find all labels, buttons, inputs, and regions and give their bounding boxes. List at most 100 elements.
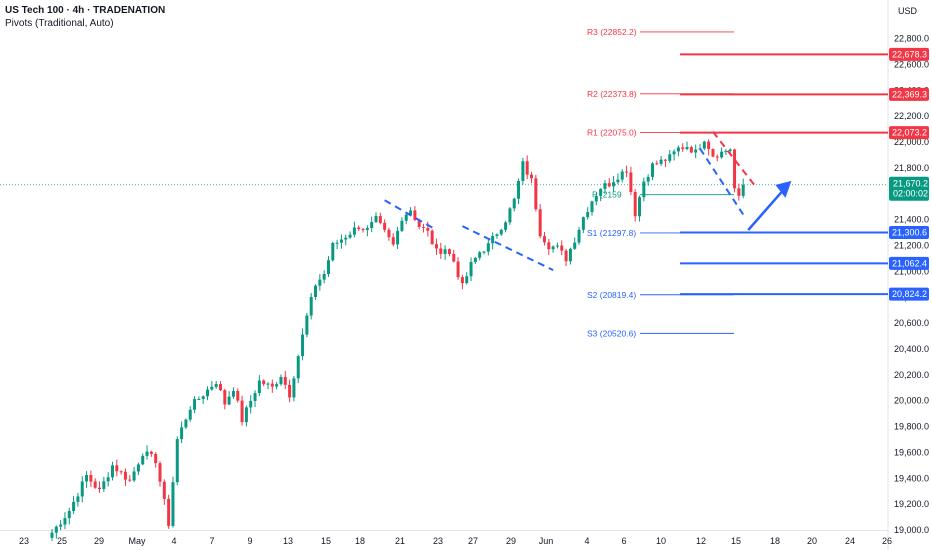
candle-body <box>422 226 426 228</box>
candle-body <box>711 149 715 157</box>
candle-body <box>374 216 378 223</box>
candle-body <box>180 427 184 440</box>
candle-body <box>184 419 188 428</box>
y-tick-label: 21,200.0 <box>894 241 929 251</box>
y-tick-label: 20,600.0 <box>894 318 929 328</box>
candle-body <box>676 147 680 152</box>
candle-body <box>547 242 551 250</box>
candle-body <box>469 262 473 277</box>
y-tick-label: 19,800.0 <box>894 422 929 432</box>
candle-body <box>305 315 309 335</box>
candle-body <box>439 248 443 254</box>
pivot-label-r3: R3 (22852.2) <box>587 27 637 37</box>
x-tick-label: Jun <box>539 536 554 546</box>
x-tick-label: 29 <box>94 536 104 546</box>
candle-body <box>659 159 663 164</box>
key-level-tag <box>889 226 929 240</box>
candle-body <box>443 249 447 254</box>
key-level-tag <box>889 256 929 270</box>
candle-body <box>262 380 266 385</box>
candle-body <box>733 149 737 189</box>
candle-body <box>270 383 274 387</box>
x-tick-label: 18 <box>770 536 780 546</box>
projection-arrow-shaft[interactable] <box>747 189 785 231</box>
pivot-label-p: P (2159 <box>592 190 622 200</box>
y-tick-label: 22,200.0 <box>894 111 929 121</box>
candle-body <box>560 245 564 251</box>
candle-body <box>564 250 568 262</box>
indicator-label: Pivots (Traditional, Auto) <box>5 18 114 29</box>
candle-body <box>413 210 417 220</box>
candle-body <box>417 219 421 227</box>
y-tick-label: 22,000.0 <box>894 137 929 147</box>
candle-body <box>672 151 676 155</box>
candle-body <box>80 481 84 497</box>
y-tick-label: 19,600.0 <box>894 447 929 457</box>
candle-body <box>301 334 305 357</box>
candle-body <box>525 161 529 175</box>
candle-body <box>128 479 132 481</box>
candle-body <box>538 209 542 237</box>
candle-body <box>167 498 171 526</box>
y-tick-label: 20,000.0 <box>894 396 929 406</box>
candle-body <box>620 171 624 180</box>
y-tick-label: 19,200.0 <box>894 499 929 509</box>
candle-body <box>132 471 136 481</box>
x-tick-label: 24 <box>845 536 855 546</box>
candle-body <box>244 407 248 423</box>
y-tick-label: 21,400.0 <box>894 215 929 225</box>
candle-body <box>344 237 348 240</box>
candle-body <box>318 279 322 286</box>
candle-body <box>512 198 516 209</box>
key-level-tag <box>889 126 929 140</box>
countdown-text: 02:00:02 <box>893 189 928 199</box>
candle-body <box>283 376 287 385</box>
x-tick-label: 20 <box>807 536 817 546</box>
candle-body <box>322 274 326 280</box>
candle-body <box>145 451 149 456</box>
key-level-tag <box>889 287 929 301</box>
x-tick-label: 15 <box>731 536 741 546</box>
candle-body <box>89 475 93 482</box>
last-price-text: 21,670.2 <box>893 179 928 189</box>
pivot-label-s2: S2 (20819.4) <box>587 290 636 300</box>
candle-body <box>568 248 572 262</box>
candle-body <box>214 383 218 387</box>
key-level-tag <box>889 87 929 101</box>
trendline-falling-channel-lower[interactable] <box>461 225 554 272</box>
candle-body <box>50 532 54 538</box>
x-tick-label: 23 <box>433 536 443 546</box>
x-tick-label: 25 <box>57 536 67 546</box>
candle-body <box>404 214 408 221</box>
key-level-tag-text: 21,062.4 <box>892 258 927 268</box>
candle-body <box>331 242 335 261</box>
candle-body <box>54 526 58 533</box>
trendline-flag-lower[interactable] <box>699 148 745 216</box>
candle-body <box>339 239 343 243</box>
candle-body <box>206 389 210 397</box>
chart-title: US Tech 100 · 4h · TRADENATION <box>5 5 166 16</box>
x-tick-label: May <box>128 536 146 546</box>
candle-body <box>98 487 102 490</box>
trendline-falling-channel-upper[interactable] <box>384 199 437 231</box>
candle-body <box>642 181 646 198</box>
candle-body <box>391 237 395 245</box>
candle-body <box>236 391 240 401</box>
candle-body <box>335 242 339 244</box>
candle-body <box>76 496 80 502</box>
candle-body <box>102 481 106 490</box>
candle-body <box>508 208 512 223</box>
candle-body <box>223 390 227 405</box>
candle-body <box>551 246 555 250</box>
candle-body <box>638 197 642 217</box>
candle-body <box>612 182 616 187</box>
candle-body <box>292 378 296 398</box>
candle-body <box>482 251 486 253</box>
y-tick-label: 20,400.0 <box>894 344 929 354</box>
candle-body <box>365 227 369 230</box>
y-tick-label: 19,400.0 <box>894 473 929 483</box>
x-tick-label: 23 <box>19 536 29 546</box>
candle-body <box>607 183 611 187</box>
candle-body <box>573 242 577 249</box>
